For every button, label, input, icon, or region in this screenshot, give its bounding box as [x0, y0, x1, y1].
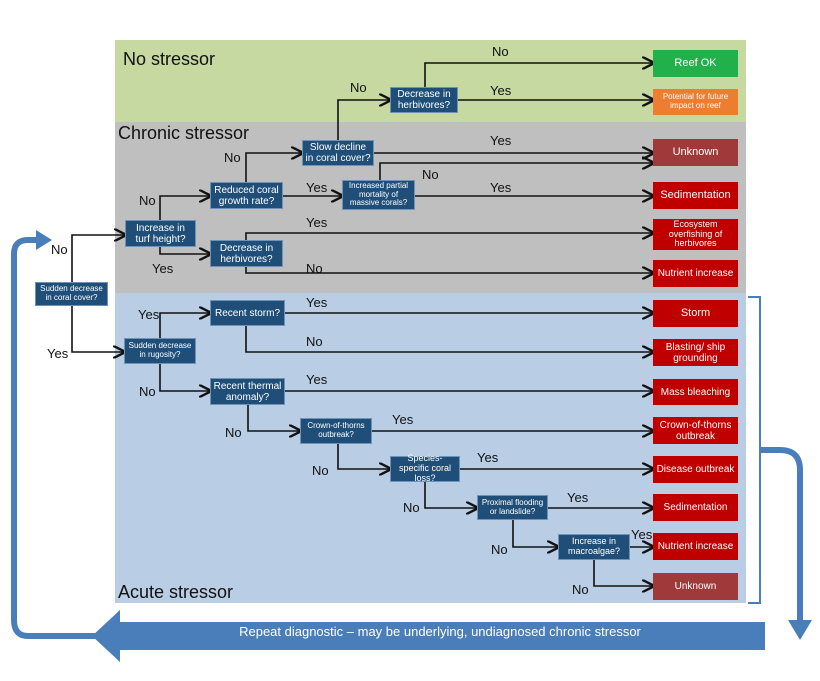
- branch-label: No: [306, 261, 323, 276]
- outcome-box: Disease outbreak: [653, 456, 738, 483]
- decision-box: Slow decline in coral cover?: [302, 140, 374, 166]
- connector-arrow: [337, 444, 390, 469]
- acute-bracket: [748, 296, 761, 604]
- outcome-box: Sedimentation: [653, 182, 738, 209]
- connector-arrow: [424, 63, 653, 87]
- branch-label: Yes: [490, 180, 512, 195]
- outcome-box: Unknown: [653, 573, 738, 600]
- outcome-box: Storm: [653, 300, 738, 327]
- branch-label: Yes: [306, 295, 328, 310]
- branch-label: No: [225, 425, 242, 440]
- branch-label: Yes: [306, 215, 328, 230]
- decision-box: Proximal flooding or landslide?: [477, 495, 548, 520]
- branch-label: Yes: [567, 490, 589, 505]
- connector-arrow: [159, 364, 210, 391]
- outcome-box: Potential for future impact on reef: [653, 89, 738, 115]
- no-stressor-heading: No stressor: [123, 49, 216, 69]
- connector-arrow: [159, 247, 210, 254]
- branch-label: No: [139, 384, 156, 399]
- connector-arrow: [245, 326, 653, 352]
- connector-arrow: [71, 306, 124, 352]
- branch-label: No: [139, 193, 156, 208]
- outcome-box: Nutrient increase: [653, 533, 738, 560]
- branch-label: No: [51, 242, 68, 257]
- acute-stressor-heading: Acute stressor: [118, 582, 234, 602]
- connector-arrow: [512, 520, 558, 547]
- connector-arrow: [593, 560, 653, 586]
- branch-label: Yes: [47, 346, 69, 361]
- decision-box: Decrease in herbivores?: [210, 240, 283, 267]
- connector-arrow: [159, 196, 210, 220]
- loop-back-line: [11, 237, 95, 639]
- branch-label: No: [422, 167, 439, 182]
- connector-arrow: [159, 313, 210, 338]
- outcome-box: Ecosystem overfishing of herbivores: [653, 219, 738, 250]
- connector-arrow: [424, 482, 477, 508]
- branch-label: Yes: [392, 412, 414, 427]
- decision-box: Sudden decrease in rugosity?: [124, 338, 196, 364]
- branch-label: Yes: [152, 261, 174, 276]
- decision-box: Reduced coral growth rate?: [210, 182, 283, 209]
- loop-back-arrowhead: [36, 230, 52, 250]
- branch-label: No: [491, 542, 508, 557]
- branch-label: Yes: [477, 450, 499, 465]
- loop-arrows: [11, 230, 812, 662]
- decision-box: Increase in macroalgae?: [558, 534, 630, 560]
- outcome-box: Crown-of-thorns outbreak: [653, 417, 738, 444]
- outcome-box: Reef OK: [653, 50, 738, 77]
- branch-label: No: [224, 150, 241, 165]
- branch-label: Yes: [306, 372, 328, 387]
- bracket-down-line: [760, 447, 803, 622]
- decision-box: Species-specific coral loss?: [390, 453, 460, 483]
- decision-box: Crown-of-thorns outbreak?: [300, 418, 372, 444]
- branch-label: No: [312, 463, 329, 478]
- decision-box: Recent storm?: [210, 300, 285, 326]
- decision-box: Decrease in herbivores?: [390, 87, 458, 113]
- bracket-down-arrowhead: [788, 620, 812, 640]
- decision-box: Increase in turf height?: [125, 220, 196, 247]
- branch-label: No: [572, 582, 589, 597]
- connector-arrow: [247, 405, 300, 431]
- connector-arrow: [245, 153, 302, 182]
- outcome-box: Sedimentation: [653, 494, 738, 521]
- outcome-box: Nutrient increase: [653, 260, 738, 287]
- connector-arrow: [245, 267, 653, 273]
- connector-arrow: [245, 233, 653, 240]
- chronic-stressor-heading: Chronic stressor: [118, 123, 250, 143]
- outcome-box: Mass bleaching: [653, 379, 738, 405]
- branch-label: Yes: [490, 133, 512, 148]
- branch-label: Yes: [138, 307, 160, 322]
- outcome-box: Blasting/ ship grounding: [653, 339, 738, 366]
- connector-arrow: [379, 163, 653, 180]
- decision-box: Increased partial mortality of massive c…: [342, 180, 415, 210]
- branch-label: Yes: [631, 527, 653, 542]
- branch-label: No: [350, 80, 367, 95]
- decision-box: Recent thermal anomaly?: [210, 378, 285, 405]
- branch-label: No: [492, 44, 509, 59]
- acute-stressor-band: [115, 293, 746, 603]
- branch-label: No: [306, 334, 323, 349]
- branch-label: No: [403, 500, 420, 515]
- outcome-box: Unknown: [653, 139, 738, 166]
- branch-label: Yes: [306, 180, 328, 195]
- repeat-arrow: [92, 610, 765, 662]
- connector-arrow: [337, 100, 390, 140]
- connector-arrow: [71, 235, 125, 282]
- decision-box: Sudden decrease in coral cover?: [35, 282, 108, 306]
- repeat-diagnostic-text: Repeat diagnostic – may be underlying, u…: [239, 624, 641, 639]
- branch-label: Yes: [490, 83, 512, 98]
